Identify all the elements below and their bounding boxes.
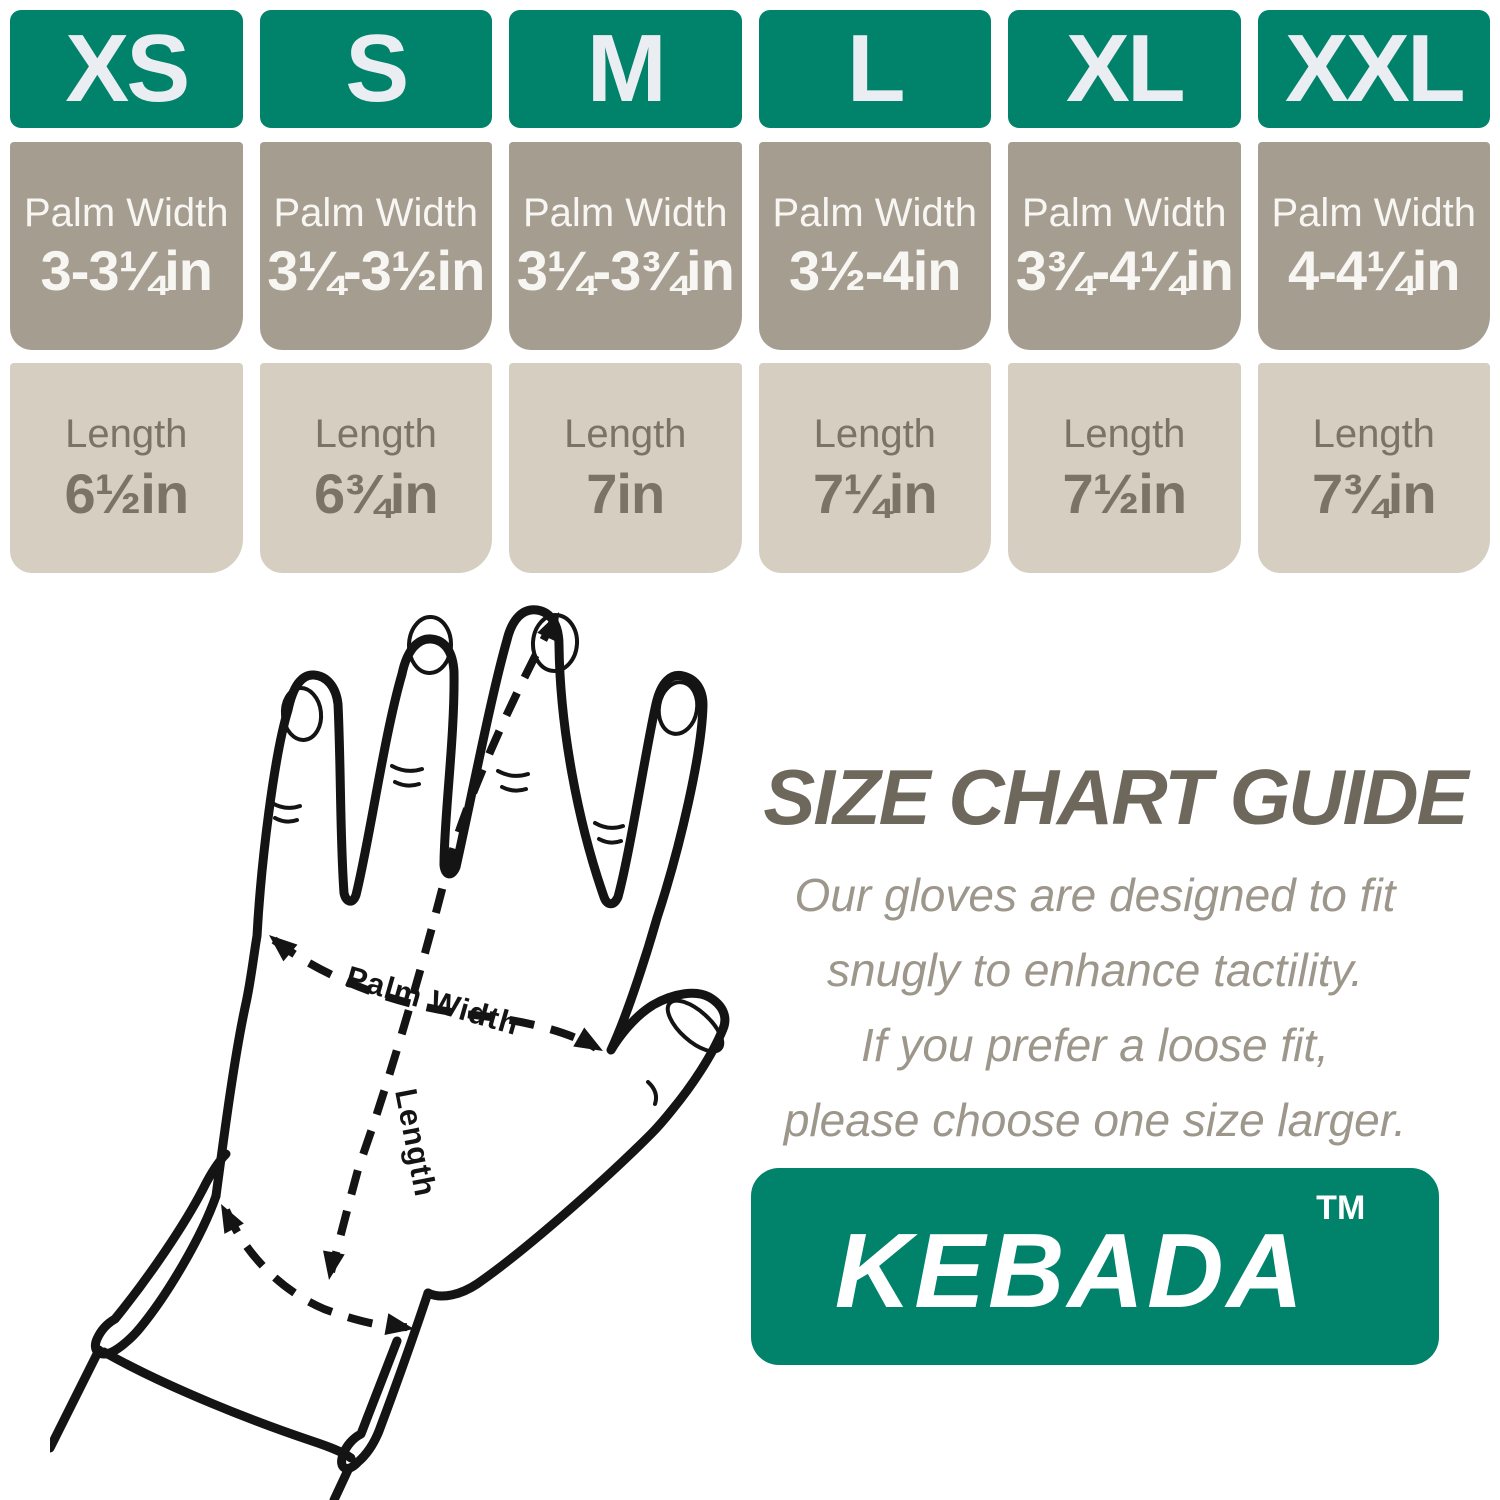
finger-crease [270, 801, 302, 810]
palm-width-value-xl: 3¾-4¼in [1015, 239, 1234, 302]
length-value-xxl: 7¾in [1311, 462, 1437, 525]
length-measure-label: Length [388, 1086, 443, 1200]
length-value-s: 6¾in [313, 462, 439, 525]
middle-fingernail [406, 615, 454, 675]
length-box-s: Length 6¾in [259, 363, 492, 573]
length-box-l: Length 7¼in [758, 363, 991, 573]
finger-crease [593, 821, 625, 830]
palm-width-label: Palm Width [273, 191, 479, 235]
size-column-m: M Palm Width 3¼-3¾in Length 7in [509, 10, 742, 573]
finger-crease [390, 764, 424, 773]
size-column-xs: XS Palm Width 3-3¼in Length 6½in [10, 10, 243, 573]
palm-width-measure-label: Palm Width [342, 959, 523, 1042]
pinky-fingernail [656, 680, 700, 736]
arrowhead-wrist-left [221, 1204, 244, 1234]
size-header-xs: XS [10, 10, 243, 128]
brand-name: KEBADA [834, 1211, 1307, 1330]
brand-logo: KEBADA TM [751, 1168, 1439, 1365]
length-label: Length [65, 412, 188, 456]
palm-width-measure-line [271, 936, 599, 1052]
arrowhead-length-top [537, 612, 559, 643]
size-header-s: S [259, 10, 492, 128]
size-header-l: L [758, 10, 991, 128]
guide-line-4: please choose one size larger. [783, 1094, 1407, 1146]
size-header-xxl: XXL [1257, 10, 1490, 128]
size-chart-table: XS Palm Width 3-3¼in Length 6½in S Palm … [0, 0, 1500, 573]
size-header-m: M [509, 10, 742, 128]
size-header-xl: XL [1008, 10, 1241, 128]
length-label: Length [1063, 412, 1186, 456]
hand-outline [211, 605, 730, 1301]
finger-crease [597, 837, 623, 845]
guide-line-3: If you prefer a loose fit, [861, 1019, 1329, 1071]
length-label: Length [1312, 412, 1435, 456]
finger-crease [496, 769, 530, 778]
arrowhead-palm-right [573, 1027, 603, 1051]
palm-width-label: Palm Width [523, 191, 728, 235]
sleeve-right-tail [329, 1465, 353, 1500]
length-value-l: 7¼in [812, 462, 938, 525]
palm-width-box-xxl: Palm Width 4-4¼in [1257, 142, 1490, 350]
length-label: Length [813, 412, 936, 456]
trademark-symbol: TM [1316, 1189, 1366, 1227]
length-label: Length [564, 412, 687, 456]
sleeve-left-edge [90, 1149, 231, 1359]
thumb-crease [646, 1080, 659, 1106]
thumb-nail [665, 998, 725, 1054]
size-column-xl: XL Palm Width 3¾-4¼in Length 7½in [1008, 10, 1241, 573]
palm-width-box-m: Palm Width 3¼-3¾in [509, 142, 742, 350]
palm-width-box-xs: Palm Width 3-3¼in [10, 142, 243, 350]
hand-measurement-diagram: Palm Width Length [50, 588, 760, 1500]
length-box-xl: Length 7½in [1008, 363, 1241, 573]
size-column-xxl: XXL Palm Width 4-4¼in Length 7¾in [1257, 10, 1490, 573]
length-measure-line [327, 616, 559, 1274]
length-box-xs: Length 6½in [10, 363, 243, 573]
length-value-m: 7in [586, 462, 665, 525]
palm-width-box-l: Palm Width 3½-4in [758, 142, 991, 350]
palm-width-label: Palm Width [24, 191, 229, 235]
palm-width-label: Palm Width [772, 191, 978, 235]
guide-description: Our gloves are designed to fit snugly to… [740, 858, 1450, 1158]
length-value-xs: 6½in [64, 462, 189, 525]
finger-crease [393, 780, 421, 788]
size-column-s: S Palm Width 3¼-3½in Length 6¾in [259, 10, 492, 573]
arrowhead-palm-left [269, 935, 298, 962]
cuff-bottom [99, 1347, 356, 1463]
palm-width-value-m: 3¼-3¾in [516, 239, 735, 302]
hand-diagram-svg: Palm Width Length [50, 605, 730, 1500]
finger-crease [273, 816, 299, 824]
palm-width-value-s: 3¼-3½in [267, 239, 485, 302]
size-column-l: L Palm Width 3½-4in Length 7¼in [758, 10, 991, 573]
index-fingernail [280, 686, 324, 742]
length-label: Length [314, 412, 437, 456]
wrist-measure-line [222, 1208, 408, 1332]
palm-width-value-xs: 3-3¼in [40, 239, 213, 302]
length-box-xxl: Length 7¾in [1257, 363, 1490, 573]
palm-width-box-s: Palm Width 3¼-3½in [259, 142, 492, 350]
length-box-m: Length 7in [509, 363, 742, 573]
palm-width-value-l: 3½-4in [789, 239, 961, 302]
arrowhead-length-bottom [323, 1250, 345, 1280]
finger-crease [500, 785, 528, 793]
length-value-xl: 7½in [1062, 462, 1187, 525]
guide-line-1: Our gloves are designed to fit [794, 869, 1396, 921]
guide-line-2: snugly to enhance tactility. [826, 944, 1364, 996]
palm-width-label: Palm Width [1022, 191, 1227, 235]
palm-width-label: Palm Width [1271, 191, 1477, 235]
palm-width-box-xl: Palm Width 3¾-4¼in [1008, 142, 1241, 350]
guide-title: SIZE CHART GUIDE [763, 753, 1468, 841]
arrowhead-wrist-right [384, 1313, 414, 1335]
palm-width-value-xxl: 4-4¼in [1288, 239, 1460, 302]
forearm-line [50, 1345, 104, 1453]
